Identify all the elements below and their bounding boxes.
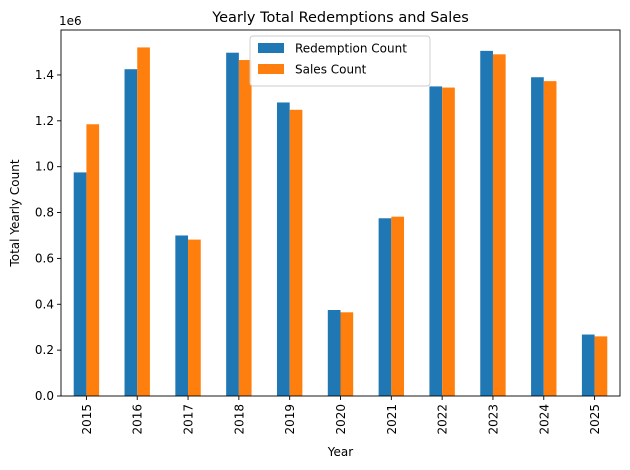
legend: Redemption Count Sales Count [249, 35, 431, 87]
bars [73, 47, 608, 397]
y-tick-label: 1.0 [35, 160, 54, 174]
bar-redemption [531, 77, 544, 396]
bar-redemption [175, 235, 189, 396]
bar-sales [391, 216, 405, 396]
bar-sales [188, 239, 201, 396]
bar-sales [137, 47, 150, 397]
x-tick-label: 2017 [182, 404, 196, 435]
y-tick-label: 0.8 [35, 206, 54, 220]
x-tick-label: 2018 [232, 404, 246, 435]
bar-redemption [429, 86, 443, 396]
x-tick-label: 2020 [334, 404, 348, 435]
bar-redemption [327, 310, 341, 396]
y-tick-label: 0.0 [35, 389, 54, 403]
x-tick-label: 2025 [588, 404, 602, 435]
y-axis-label: Total Yearly Count [8, 159, 22, 267]
bar-sales [289, 109, 303, 397]
bar-redemption [480, 50, 493, 397]
bar-redemption [226, 52, 239, 397]
y-tick-label: 1.4 [35, 68, 54, 82]
bar-redemption [276, 102, 290, 397]
x-tick-label: 2015 [80, 404, 94, 435]
y-axis-ticks: 0.0 0.2 0.4 0.6 0.8 1.0 1.2 1.4 [35, 68, 61, 403]
bar-redemption [73, 172, 87, 396]
bar-sales [543, 81, 557, 396]
bar-redemption [378, 218, 392, 396]
legend-label-sales: Sales Count [295, 63, 367, 77]
bar-sales [86, 124, 100, 396]
x-tick-label: 2024 [537, 404, 551, 435]
x-tick-label: 2022 [436, 404, 450, 435]
bar-sales [238, 60, 252, 397]
y-tick-label: 0.6 [35, 251, 54, 265]
x-axis-ticks: 2015 2016 2017 2018 2019 2020 2021 2022 2023 2024… [80, 396, 602, 435]
bar-redemption [124, 69, 138, 396]
y-tick-label: 0.4 [35, 297, 54, 311]
x-tick-label: 2019 [283, 404, 297, 435]
legend-swatch-redemption [258, 43, 284, 53]
x-tick-label: 2016 [131, 404, 145, 435]
y-tick-label: 1.2 [35, 114, 54, 128]
x-axis-label: Year [327, 445, 353, 459]
y-tick-label: 0.2 [35, 343, 54, 357]
bar-sales [492, 54, 506, 397]
bar-sales [442, 87, 455, 396]
bar-redemption [581, 334, 595, 396]
legend-label-redemption: Redemption Count [295, 42, 407, 56]
bar-sales [340, 312, 354, 396]
plot-frame [60, 29, 621, 397]
bar-sales [594, 336, 608, 396]
y-axis-offset-label: 1e6 [59, 14, 82, 28]
x-tick-label: 2023 [486, 404, 500, 435]
legend-swatch-sales [258, 64, 284, 74]
x-tick-label: 2021 [385, 404, 399, 435]
chart-title: Yearly Total Redemptions and Sales [211, 10, 469, 26]
legend-box [249, 35, 431, 87]
